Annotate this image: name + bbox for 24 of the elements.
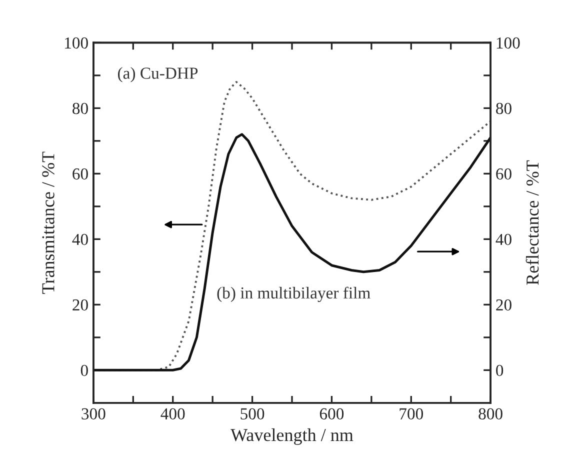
y2-tick-label: 0 [496,364,504,376]
y2-tick-label: 20 [496,299,512,311]
x-tick-label: 300 [82,408,106,420]
y-tick-label: 100 [65,37,88,49]
x-tick-label: 600 [320,408,344,420]
y-tick-label: 60 [72,168,88,180]
x-axis-title: Wavelength / nm [230,428,354,445]
y-tick-label: 80 [72,102,88,114]
y2-tick-label: 60 [496,168,512,180]
y-tick-label: 40 [72,234,88,246]
y2-tick-label: 100 [496,37,520,49]
x-tick-label: 700 [400,408,423,420]
y2-axis-title: Reflectance / %T [526,160,539,285]
y2-tick-label: 80 [496,102,512,114]
annotation: (a) Cu-DHP [118,67,198,82]
x-tick-label: 400 [160,408,185,420]
y2-tick-label: 40 [496,234,512,246]
y-axis-title: Transmittance / %T [42,152,54,294]
y-tick-label: 20 [72,299,88,311]
x-tick-label: 800 [478,408,502,420]
line-series [93,133,491,372]
annotation: (b) in multibilayer film [217,286,370,302]
y-tick-label: 0 [80,364,88,376]
x-tick-label: 500 [240,408,264,420]
